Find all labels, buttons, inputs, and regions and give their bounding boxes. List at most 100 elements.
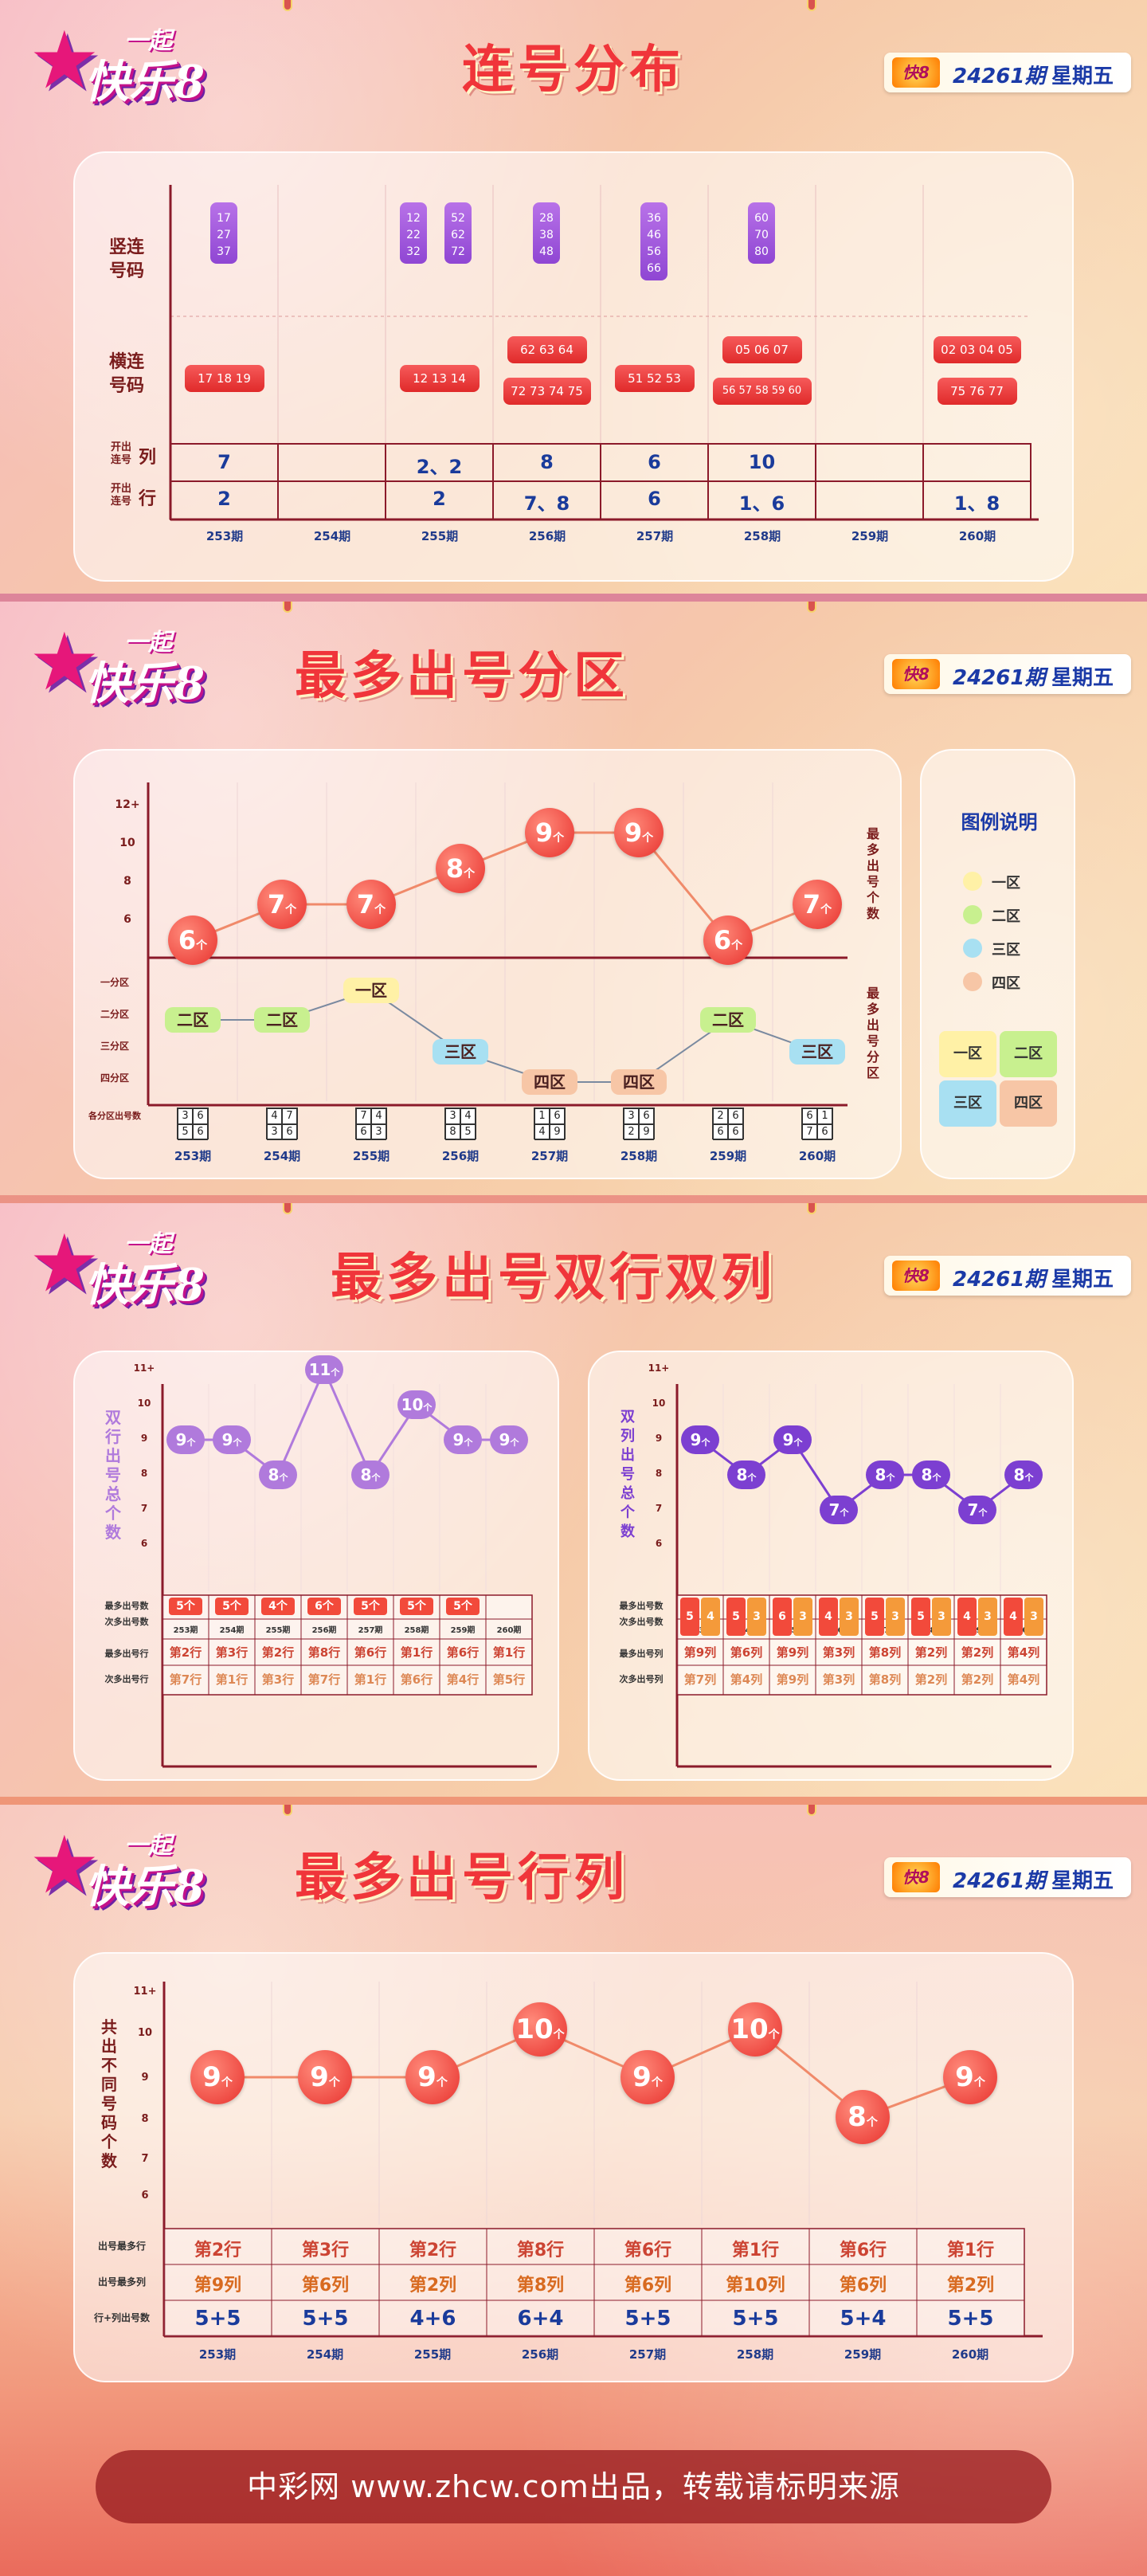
- double-col-card: 11+ 10 9 8 7 6 双列出号总个数 9个 8个 9个 7个 8个 8个 7个 8个 最多出号数 次多出…: [588, 1351, 1074, 1781]
- brand-logo: ★ 一起 快乐8: [29, 1217, 205, 1312]
- period-label: 256期: [521, 2347, 559, 2362]
- section-title: 最多出号双行双列: [331, 1249, 777, 1308]
- y-tick: 10: [652, 1398, 666, 1409]
- period-label: 257期: [628, 2347, 667, 2362]
- most-col: 第6列: [839, 2276, 887, 2296]
- second-line: 第1行: [215, 1672, 249, 1687]
- period-label: 256期: [528, 529, 566, 543]
- period-label: 258期: [620, 1149, 658, 1163]
- zone-count: 7: [802, 1124, 817, 1140]
- legend-label: 一区: [992, 875, 1020, 892]
- period-label: 253期: [174, 1149, 212, 1163]
- second-line: 第4列: [730, 1672, 763, 1687]
- double-row-chart: [161, 1366, 537, 1768]
- most-line: 第2行: [261, 1645, 295, 1660]
- zone-count: 1: [534, 1108, 550, 1124]
- most-line: 第6行: [354, 1645, 387, 1660]
- side-label: 双行出号总个数: [105, 1408, 121, 1542]
- y-tick: 9: [141, 2072, 149, 2084]
- run-number: 70: [754, 229, 769, 241]
- value-pill: 8个: [1004, 1461, 1043, 1489]
- issue-badge: 快8 24261期 星期五: [884, 654, 1131, 694]
- y-tick: 6: [655, 1538, 663, 1549]
- period-label: 255期: [265, 1626, 291, 1635]
- value-pill: 9个: [444, 1425, 482, 1454]
- run-number: 22: [406, 229, 421, 241]
- y-tick: 8: [123, 875, 131, 888]
- row-label: 最多出号列: [619, 1649, 664, 1659]
- zone-count: 6: [193, 1124, 208, 1140]
- col-count-unit: 列: [138, 448, 156, 468]
- period-label: 260期: [1011, 1626, 1036, 1635]
- legend-quadrant: 一区: [939, 1031, 996, 1077]
- period-label: 254期: [313, 529, 351, 543]
- period-label: 260期: [951, 2347, 989, 2362]
- zone-count: 6: [802, 1108, 817, 1124]
- run-number: 27: [217, 229, 231, 241]
- most-line: 第3列: [822, 1645, 855, 1660]
- second-line: 第5行: [492, 1672, 526, 1687]
- y-tick: 10: [137, 1398, 151, 1409]
- period-label: 259期: [844, 2347, 882, 2362]
- consecutive-grid: [169, 185, 1039, 521]
- period-label: 259期: [965, 1626, 990, 1635]
- y-tick: 9: [140, 1433, 148, 1444]
- col-count: 10: [748, 451, 776, 473]
- most-col: 第2列: [946, 2276, 995, 2296]
- second-count: 3: [793, 1598, 812, 1636]
- most-count: 5个: [446, 1598, 480, 1615]
- zone-tag: 三区: [433, 1039, 488, 1065]
- y-tick: 8: [141, 2113, 149, 2125]
- row-label: 次多出号列: [619, 1674, 664, 1684]
- legend-title: 图例说明: [961, 811, 1038, 833]
- count-ball: 7个: [257, 880, 307, 929]
- y-tick: 6: [140, 1538, 148, 1549]
- most-line: 第1行: [400, 1645, 433, 1660]
- period-label: 258期: [736, 2347, 774, 2362]
- section-consecutive: ★ 一起 快乐8 连号分布 快8 24261期 星期五 竖连 号码 横连 号码 开出 连…: [0, 0, 1147, 594]
- most-count: 5: [865, 1598, 884, 1636]
- section-title: 连号分布: [462, 41, 685, 100]
- value-pill: 10个: [397, 1390, 436, 1419]
- zone-axis-label: 一分区: [100, 977, 129, 988]
- run-number: 37: [217, 245, 231, 258]
- zone-count: 3: [445, 1108, 460, 1124]
- count-ball: 7个: [346, 880, 396, 929]
- most-row: 第6行: [839, 2241, 887, 2260]
- row-col-sum: 6+4: [517, 2307, 564, 2331]
- period-label: 257期: [358, 1626, 383, 1635]
- most-col: 第8列: [516, 2276, 565, 2296]
- horizontal-run: 56 57 58 59 60: [712, 378, 812, 405]
- zone-tag: 二区: [254, 1007, 310, 1033]
- run-number: 52: [451, 212, 465, 225]
- count-ball: 9个: [525, 808, 574, 857]
- col-count: 2、2: [416, 456, 463, 478]
- most-line: 第8行: [307, 1645, 341, 1660]
- most-count: 4: [957, 1598, 977, 1636]
- most-count: 6: [773, 1598, 792, 1636]
- period-label: 253期: [198, 2347, 237, 2362]
- value-pill: 9个: [166, 1425, 205, 1454]
- run-number: 12: [406, 212, 421, 225]
- most-line: 第2列: [961, 1645, 994, 1660]
- row-label: 最多出号数: [104, 1601, 149, 1611]
- most-count: 4个: [261, 1598, 295, 1615]
- consecutive-card: 竖连 号码 横连 号码 开出 连号 列 开出 连号 行 253期 254期 255期…: [73, 151, 1074, 582]
- legend-label: 四区: [992, 975, 1020, 992]
- second-count: 3: [932, 1598, 951, 1636]
- most-count: 4: [819, 1598, 838, 1636]
- section-header: ★ 一起 快乐8 最多出号行列 快8 24261期 星期五: [0, 1805, 1147, 1924]
- most-col: 第2列: [409, 2276, 457, 2296]
- legend-swatch: [963, 939, 982, 958]
- value-pill: 9个: [773, 1425, 812, 1454]
- col-count-label: 开出 连号: [110, 441, 131, 466]
- horizontal-label: 横连 号码: [108, 352, 144, 396]
- y-tick: 11+: [648, 1362, 670, 1374]
- most-col: 第10列: [726, 2276, 785, 2296]
- zone-count: 6: [713, 1124, 728, 1140]
- section-title: 最多出号行列: [295, 1849, 629, 1907]
- horizontal-run: 17 18 19: [184, 365, 264, 392]
- most-row: 第3行: [301, 2241, 350, 2260]
- row-count: 1、6: [738, 492, 785, 515]
